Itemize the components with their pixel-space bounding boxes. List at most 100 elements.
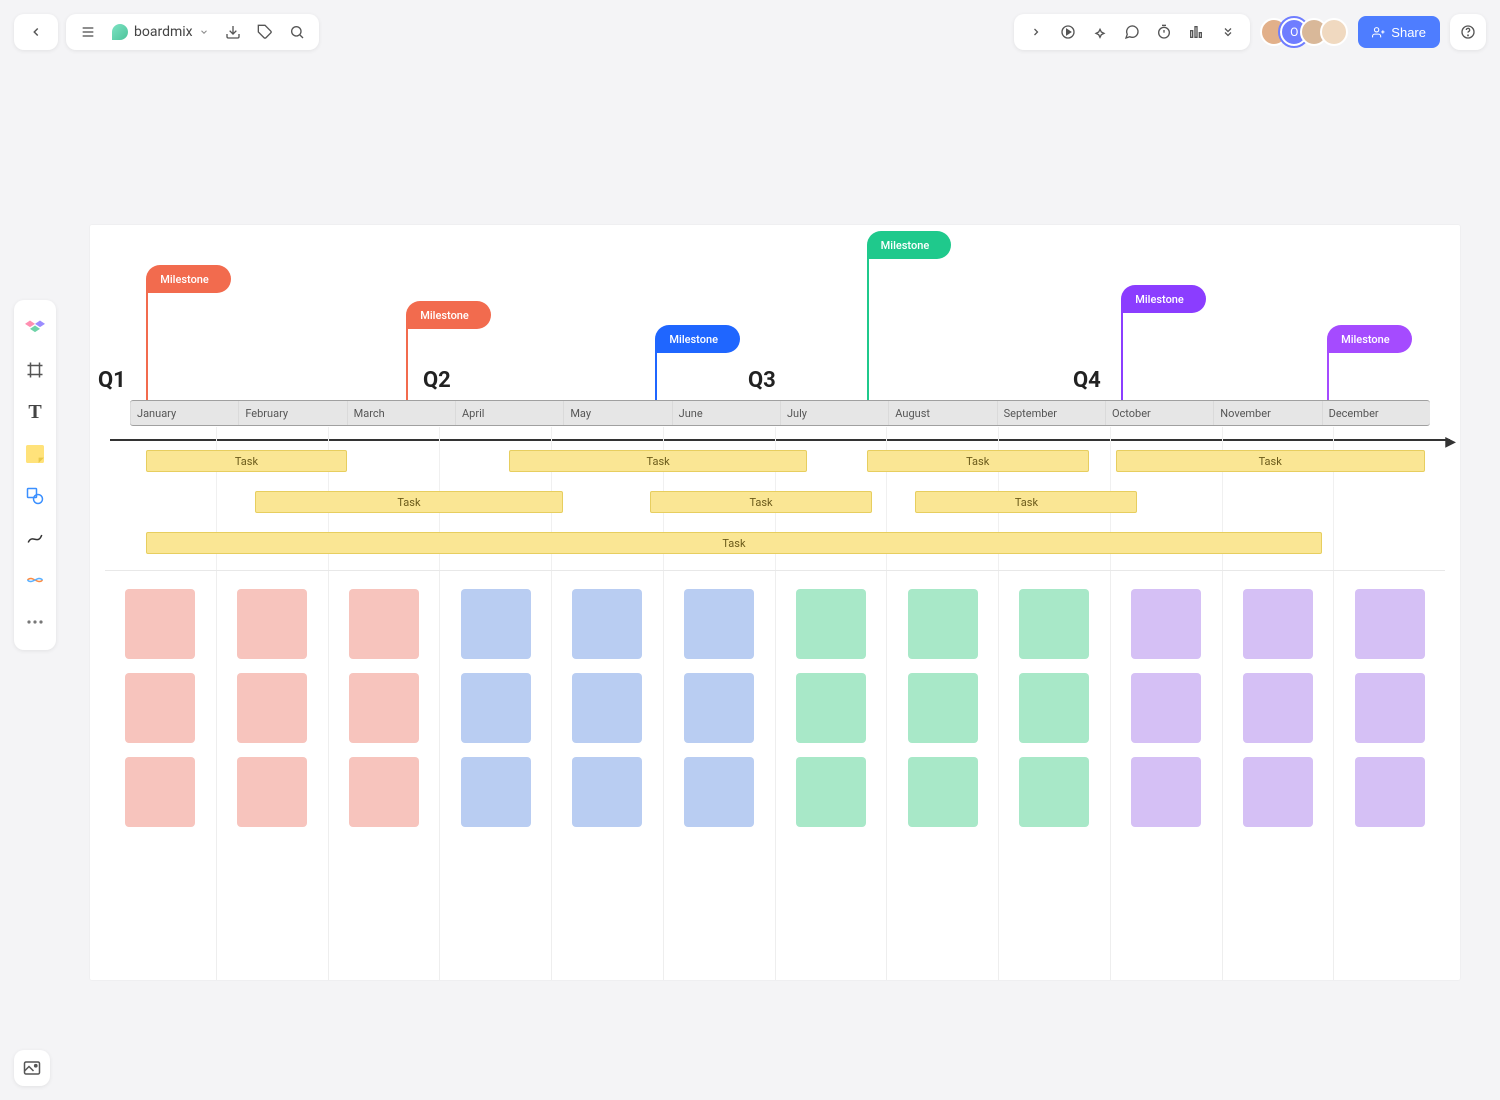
canvas[interactable]: Q1Q2Q3Q4 MilestoneTimeMilestoneTimeMiles… [90,225,1460,980]
card[interactable] [125,589,195,659]
card[interactable] [908,757,978,827]
card[interactable] [908,589,978,659]
card[interactable] [1131,673,1201,743]
connector-icon[interactable] [18,560,52,600]
text-icon[interactable]: T [18,392,52,432]
play-icon[interactable] [1052,16,1084,48]
grid-column [998,571,1110,980]
card[interactable] [1019,589,1089,659]
card[interactable] [1019,673,1089,743]
card[interactable] [572,589,642,659]
card[interactable] [684,673,754,743]
menu-icon[interactable] [72,16,104,48]
card[interactable] [796,673,866,743]
sparkle-icon[interactable] [1084,16,1116,48]
axis-arrow-icon: ▶ [1445,434,1456,450]
card[interactable] [572,673,642,743]
card[interactable] [125,673,195,743]
share-icon [1372,26,1385,39]
download-icon[interactable] [217,16,249,48]
task-bar[interactable]: Task [509,450,807,472]
back-icon[interactable] [20,16,52,48]
task-bar[interactable]: Task [146,450,346,472]
task-bar[interactable]: Task [255,491,564,513]
comment-icon[interactable] [1116,16,1148,48]
grid-column [1333,571,1445,980]
more-chevron-icon[interactable] [1212,16,1244,48]
templates-icon[interactable] [18,308,52,348]
card[interactable] [908,673,978,743]
card[interactable] [125,757,195,827]
card[interactable] [1355,589,1425,659]
months-header: JanuaryFebruaryMarchAprilMayJuneJulyAugu… [130,400,1430,426]
grid-column [216,571,328,980]
brand-icon [112,24,128,40]
card[interactable] [237,589,307,659]
quarter-label: Q4 [1073,368,1101,393]
frame-icon[interactable] [18,350,52,390]
month-cell: December [1322,401,1430,425]
help-icon[interactable] [1452,16,1484,48]
card[interactable] [684,757,754,827]
card[interactable] [572,757,642,827]
card[interactable] [237,673,307,743]
card[interactable] [1019,757,1089,827]
task-bar[interactable]: Task [146,532,1321,554]
month-cell: January [130,401,238,425]
month-cell: October [1105,401,1213,425]
card[interactable] [349,757,419,827]
grid-column [663,571,775,980]
task-bar[interactable]: Task [867,450,1089,472]
avatars[interactable]: O [1260,18,1348,46]
brand-label: boardmix [134,24,193,40]
card[interactable] [1131,589,1201,659]
quarter-label: Q2 [423,368,451,393]
share-button[interactable]: Share [1358,16,1440,48]
quarter-label: Q3 [748,368,776,393]
card[interactable] [349,589,419,659]
card[interactable] [796,757,866,827]
card[interactable] [1131,757,1201,827]
timer-icon[interactable] [1148,16,1180,48]
more-icon[interactable] [18,602,52,642]
card[interactable] [1243,589,1313,659]
task-bar[interactable]: Task [1116,450,1425,472]
grid-column [1110,571,1222,980]
card[interactable] [1243,757,1313,827]
search-icon[interactable] [281,16,313,48]
avatar[interactable] [1320,18,1348,46]
month-cell: May [563,401,671,425]
action-pill [1014,14,1250,50]
card[interactable] [796,589,866,659]
card[interactable] [237,757,307,827]
card[interactable] [349,673,419,743]
pen-icon[interactable] [18,518,52,558]
card[interactable] [1355,757,1425,827]
grid-column [328,571,440,980]
grid-column [551,571,663,980]
month-cell: November [1213,401,1321,425]
bars-icon[interactable] [1180,16,1212,48]
month-cell: June [672,401,780,425]
month-cell: February [238,401,346,425]
card[interactable] [461,673,531,743]
grid-column [1222,571,1334,980]
tag-icon[interactable] [249,16,281,48]
sticky-icon[interactable] [18,434,52,474]
card[interactable] [461,757,531,827]
task-bar[interactable]: Task [650,491,872,513]
card[interactable] [461,589,531,659]
minimap-button[interactable] [14,1050,50,1086]
grid-column [886,571,998,980]
grid-column [105,571,216,980]
chevron-right-icon[interactable] [1020,16,1052,48]
card[interactable] [684,589,754,659]
task-bar[interactable]: Task [915,491,1137,513]
help-pill [1450,14,1486,50]
card[interactable] [1243,673,1313,743]
shape-icon[interactable] [18,476,52,516]
card-grid [105,570,1445,980]
card[interactable] [1355,673,1425,743]
brand[interactable]: boardmix [104,24,217,40]
month-cell: August [888,401,996,425]
